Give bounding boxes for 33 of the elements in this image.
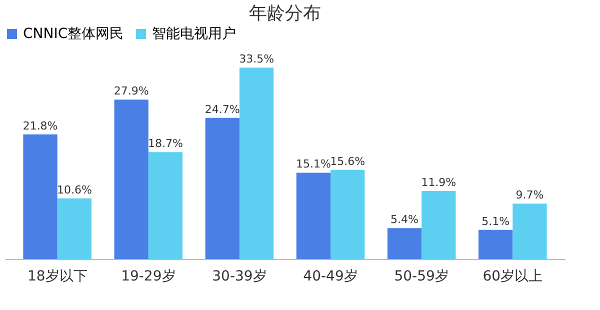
x-tick-label: 40-49岁 <box>303 268 358 284</box>
data-label: 11.9% <box>421 176 456 189</box>
chart-title: 年龄分布 <box>249 3 321 24</box>
data-label: 24.7% <box>204 102 240 116</box>
bar <box>148 152 183 259</box>
data-label: 5.4% <box>390 213 418 226</box>
data-label: 10.6% <box>56 183 92 196</box>
x-tick-label: 60岁以上 <box>482 268 543 284</box>
bar <box>205 118 240 259</box>
bar <box>512 204 547 259</box>
bar <box>23 134 58 259</box>
bar <box>114 100 148 259</box>
data-label: 33.5% <box>239 52 274 66</box>
bar <box>478 230 513 259</box>
bar <box>57 198 92 259</box>
x-tick-label: 18岁以下 <box>27 268 88 284</box>
x-tick-label: 50-59岁 <box>394 268 449 284</box>
x-tick-label: 30-39岁 <box>212 268 267 284</box>
bar <box>387 228 422 259</box>
legend-label: 智能电视用户 <box>152 26 236 42</box>
bar <box>296 172 331 259</box>
data-label: 5.1% <box>482 214 510 228</box>
bar <box>239 68 274 259</box>
data-label: 15.6% <box>330 154 366 168</box>
bar <box>422 191 456 259</box>
data-label: 15.1% <box>296 158 331 171</box>
legend-label: CNNIC整体网民 <box>23 26 124 42</box>
data-label: 27.9% <box>114 84 149 98</box>
x-tick-label: 19-29岁 <box>121 268 176 284</box>
bar <box>330 170 365 259</box>
data-label: 18.7% <box>148 137 183 150</box>
data-label: 21.8% <box>22 119 58 132</box>
data-label: 9.7% <box>516 188 544 202</box>
